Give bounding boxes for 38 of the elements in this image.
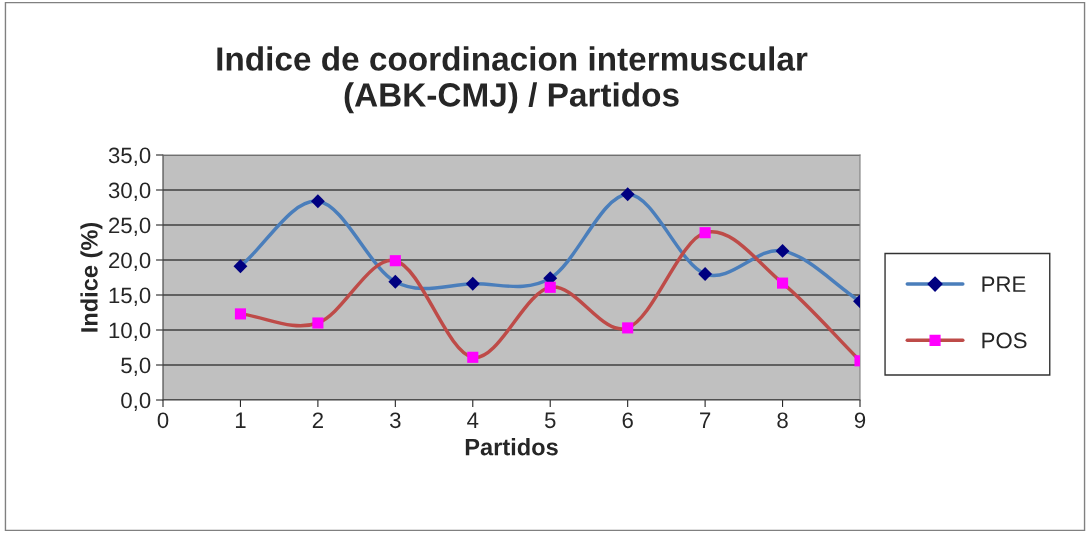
point — [620, 187, 635, 202]
point — [234, 308, 246, 320]
point — [310, 194, 325, 209]
x-tick-label: 4 — [467, 412, 479, 428]
point — [699, 227, 711, 239]
point — [389, 255, 401, 267]
y-tick-label: 30,0 — [108, 182, 151, 201]
point — [544, 281, 556, 293]
point — [312, 317, 324, 329]
x-tick-label: 8 — [777, 412, 788, 429]
legend-label: POS — [982, 332, 1027, 349]
point — [233, 259, 248, 274]
y-tick-label: 10,0 — [109, 322, 151, 341]
x-tick-label: 7 — [700, 412, 711, 428]
point — [775, 243, 790, 258]
x-tick-label: 0 — [157, 412, 169, 429]
y-tick-label: 25,0 — [109, 217, 151, 236]
x-tick-label: 1 — [235, 412, 246, 428]
legend-label: PRE — [982, 276, 1026, 292]
point — [698, 267, 713, 281]
x-tick-label: 6 — [622, 412, 633, 429]
point — [777, 277, 789, 289]
point — [465, 276, 480, 291]
chart-title: Indice de coordinacion intermuscular (ABK-CMJ) / Partidos — [217, 46, 808, 114]
point — [388, 274, 403, 289]
x-tick-label: 2 — [312, 412, 323, 428]
x-tick-label: 3 — [390, 412, 401, 429]
point — [467, 351, 479, 363]
y-tick-label: 15,0 — [109, 287, 151, 306]
y-tick-label: 35,0 — [108, 147, 151, 166]
y-tick-label: 5,0 — [121, 357, 151, 376]
x-axis-title: Partidos — [465, 438, 558, 456]
point — [622, 322, 634, 334]
x-tick-label: 9 — [854, 412, 866, 429]
x-tick-label: 5 — [544, 412, 556, 429]
y-tick-label: 20,0 — [109, 252, 151, 271]
y-axis-title: Indice (%) — [80, 222, 103, 332]
y-tick-label: 0,0 — [121, 392, 151, 411]
